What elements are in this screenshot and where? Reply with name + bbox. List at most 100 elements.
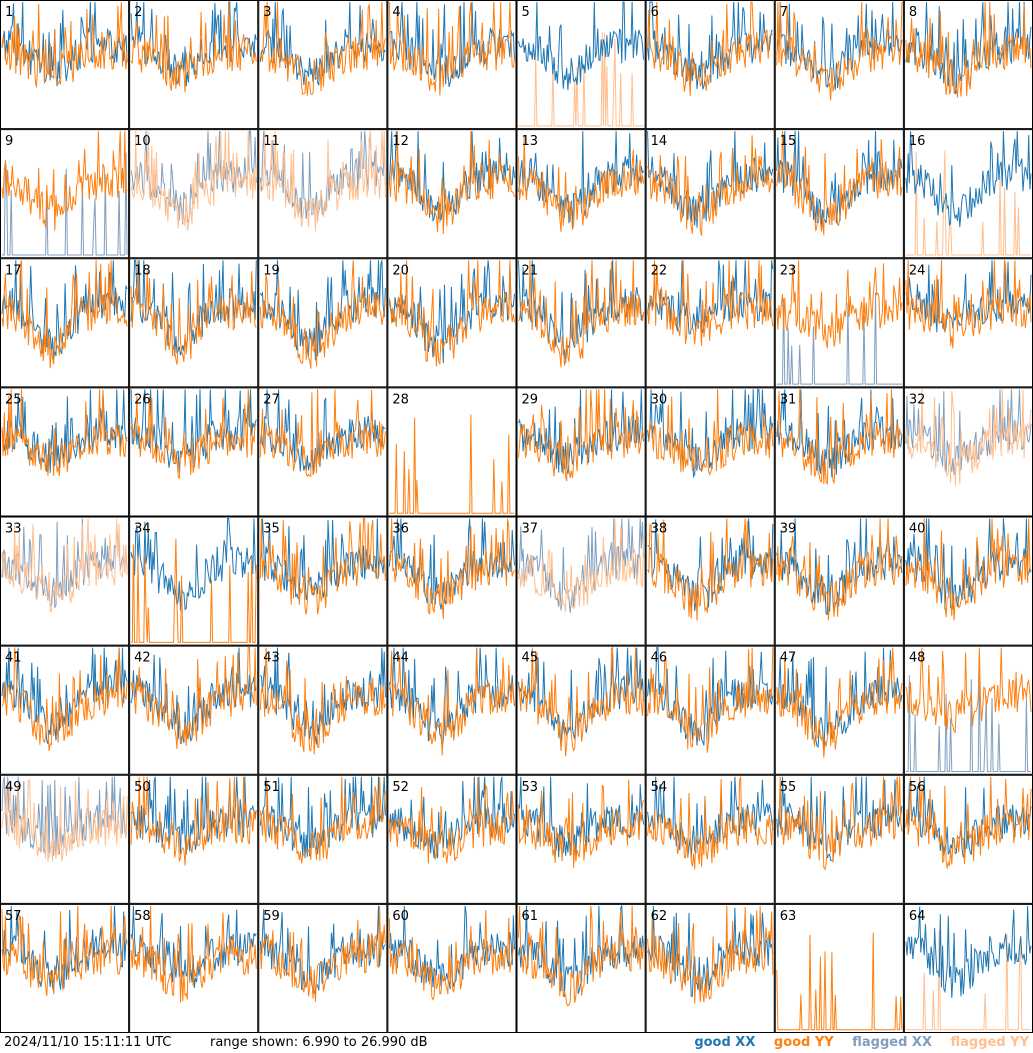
trace-yy [647, 647, 774, 753]
tile-62: 62 [645, 903, 775, 1033]
trace-xx [647, 388, 774, 479]
tile-18: 18 [129, 258, 259, 388]
tile-36: 36 [387, 516, 517, 646]
trace-yy [130, 647, 257, 749]
trace-xx [259, 389, 386, 475]
tile-label: 18 [134, 263, 151, 278]
tile-21: 21 [516, 258, 646, 388]
trace-yy [776, 1, 903, 101]
tile-label: 17 [5, 263, 22, 278]
tile-label: 16 [909, 134, 926, 149]
tile-19: 19 [258, 258, 388, 388]
tile-15: 15 [774, 129, 904, 259]
range-text: range shown: 6.990 to 26.990 dB [210, 1035, 428, 1050]
trace-yy [647, 518, 774, 621]
tile-42: 42 [129, 645, 259, 775]
tile-label: 41 [5, 651, 22, 666]
tile-40: 40 [903, 516, 1033, 646]
trace-yy-flagged [905, 389, 1032, 486]
trace-xx-flagged [905, 674, 1031, 772]
trace-yy [131, 538, 257, 643]
trace-yy [388, 777, 515, 864]
tile-5: 5 [516, 0, 646, 130]
trace-yy [130, 905, 257, 1003]
tile-label: 39 [780, 522, 797, 537]
tile-9: 9 [0, 129, 130, 259]
tile-28: 28 [387, 387, 517, 517]
tile-label: 53 [522, 780, 539, 795]
trace-xx [1, 647, 128, 744]
trace-yy [259, 647, 386, 755]
tile-label: 44 [392, 651, 409, 666]
trace-yy-flagged [905, 930, 1031, 1031]
tile-39: 39 [774, 516, 904, 646]
trace-xx [905, 260, 1032, 334]
tile-25: 25 [0, 387, 130, 517]
trace-yy [776, 389, 903, 486]
tile-label: 45 [522, 651, 539, 666]
legend: good XX good YY flagged XX flagged YY [680, 1035, 1029, 1050]
trace-yy [776, 518, 903, 621]
tile-label: 25 [5, 392, 22, 407]
tile-27: 27 [258, 387, 388, 517]
tile-49: 49 [0, 774, 130, 904]
trace-yy [130, 260, 257, 365]
tile-63: 63 [774, 903, 904, 1033]
tile-24: 24 [903, 258, 1033, 388]
trace-xx [388, 1, 515, 91]
trace-yy [389, 414, 515, 514]
tile-label: 26 [134, 392, 151, 407]
tile-10: 10 [129, 129, 259, 259]
trace-xx [518, 260, 644, 363]
tile-44: 44 [387, 645, 517, 775]
trace-yy [776, 776, 903, 871]
trace-yy [776, 932, 903, 1031]
trace-yy-flagged [518, 518, 645, 613]
legend-good-xx: good XX [694, 1035, 756, 1050]
tile-17: 17 [0, 258, 130, 388]
tile-label: 23 [780, 263, 797, 278]
trace-yy [905, 776, 1032, 869]
tile-26: 26 [129, 387, 259, 517]
tile-60: 60 [387, 903, 517, 1033]
trace-yy-flagged [905, 150, 1031, 256]
trace-xx [130, 518, 257, 611]
tile-label: 46 [651, 651, 668, 666]
tile-label: 9 [5, 134, 13, 149]
tile-label: 55 [780, 780, 797, 795]
tile-56: 56 [903, 774, 1033, 904]
trace-yy [518, 260, 645, 368]
tile-label: 19 [263, 263, 280, 278]
trace-yy [1, 131, 128, 231]
trace-xx [776, 389, 903, 478]
trace-yy [388, 1, 515, 96]
tile-frame [774, 903, 904, 1033]
tile-52: 52 [387, 774, 517, 904]
tile-45: 45 [516, 645, 646, 775]
trace-yy [259, 776, 386, 864]
trace-xx [776, 131, 903, 228]
tile-label: 28 [392, 392, 409, 407]
tile-label: 5 [522, 5, 530, 20]
tile-label: 63 [780, 909, 797, 924]
tile-41: 41 [0, 645, 130, 775]
trace-yy [1, 260, 128, 369]
trace-yy [1, 389, 128, 477]
tile-6: 6 [645, 0, 775, 130]
tile-label: 57 [5, 909, 22, 924]
trace-yy [518, 905, 645, 1007]
tile-label: 60 [392, 909, 409, 924]
trace-yy [647, 389, 774, 476]
trace-yy [388, 131, 515, 234]
trace-yy [130, 389, 257, 480]
tile-53: 53 [516, 774, 646, 904]
tile-7: 7 [774, 0, 904, 130]
tile-label: 48 [909, 651, 926, 666]
tile-55: 55 [774, 774, 904, 904]
tile-64: 64 [903, 903, 1033, 1033]
trace-yy [1, 647, 128, 752]
tile-label: 56 [909, 780, 926, 795]
tile-label: 35 [263, 522, 280, 537]
tile-label: 64 [909, 909, 926, 924]
